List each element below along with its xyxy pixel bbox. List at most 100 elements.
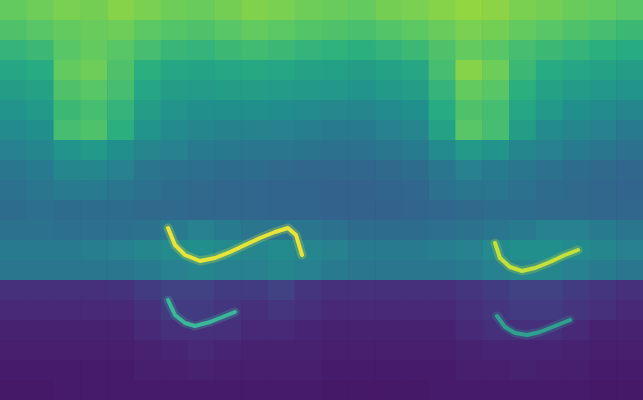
heatmap-cells xyxy=(0,0,643,400)
heatmap-cell xyxy=(563,200,590,221)
heatmap-cell xyxy=(509,120,536,141)
heatmap-cell xyxy=(455,40,482,61)
heatmap-cell xyxy=(0,0,27,21)
heatmap-cell xyxy=(616,100,643,121)
heatmap-cell xyxy=(429,340,456,361)
heatmap-cell xyxy=(268,100,295,121)
heatmap-cell xyxy=(563,380,590,400)
heatmap-cell xyxy=(188,40,215,61)
heatmap-cell xyxy=(0,260,27,281)
heatmap-cell xyxy=(429,40,456,61)
heatmap-cell xyxy=(402,240,429,261)
heatmap-cell xyxy=(295,140,322,161)
heatmap-cell xyxy=(134,260,161,281)
heatmap-cell xyxy=(0,300,27,321)
heatmap-cell xyxy=(322,100,349,121)
heatmap-cell xyxy=(134,180,161,201)
heatmap-cell xyxy=(482,40,509,61)
heatmap-cell xyxy=(134,80,161,101)
heatmap-cell xyxy=(563,0,590,21)
heatmap-cell xyxy=(402,260,429,281)
heatmap-cell xyxy=(241,200,268,221)
heatmap-cell xyxy=(375,100,402,121)
heatmap-cell xyxy=(161,380,188,400)
heatmap-cell xyxy=(455,100,482,121)
heatmap-cell xyxy=(134,60,161,81)
heatmap-cell xyxy=(402,320,429,341)
heatmap-cell xyxy=(0,340,27,361)
heatmap-cell xyxy=(322,0,349,21)
heatmap-cell xyxy=(482,100,509,121)
heatmap-cell xyxy=(107,20,134,41)
heatmap-cell xyxy=(375,380,402,400)
heatmap-cell xyxy=(402,20,429,41)
heatmap-cell xyxy=(80,180,107,201)
heatmap-cell xyxy=(375,260,402,281)
heatmap-cell xyxy=(80,200,107,221)
heatmap-cell xyxy=(536,180,563,201)
heatmap-cell xyxy=(241,80,268,101)
heatmap-cell xyxy=(80,340,107,361)
heatmap-cell xyxy=(0,360,27,381)
heatmap-cell xyxy=(482,220,509,241)
heatmap-cell xyxy=(295,340,322,361)
heatmap-cell xyxy=(563,280,590,301)
heatmap-cell xyxy=(80,160,107,181)
heatmap-cell xyxy=(54,220,81,241)
contour-glow xyxy=(495,243,578,271)
heatmap-cell xyxy=(563,40,590,61)
heatmap-cell xyxy=(54,60,81,81)
heatmap-cell xyxy=(27,180,54,201)
heatmap-cell xyxy=(589,340,616,361)
heatmap-cell xyxy=(241,380,268,400)
heatmap-cell xyxy=(375,240,402,261)
heatmap-cell xyxy=(589,380,616,400)
heatmap-cell xyxy=(563,220,590,241)
heatmap-cell xyxy=(134,120,161,141)
heatmap-cell xyxy=(402,340,429,361)
heatmap-cell xyxy=(589,20,616,41)
heatmap-cell xyxy=(589,260,616,281)
heatmap-cell xyxy=(188,100,215,121)
heatmap-cell xyxy=(214,160,241,181)
heatmap-cell xyxy=(616,20,643,41)
heatmap-cell xyxy=(80,280,107,301)
heatmap-cell xyxy=(455,340,482,361)
heatmap-cell xyxy=(80,220,107,241)
heatmap-cell xyxy=(322,300,349,321)
heatmap-cell xyxy=(402,200,429,221)
plot-area xyxy=(0,0,643,400)
heatmap-cell xyxy=(322,20,349,41)
heatmap-cell xyxy=(54,20,81,41)
heatmap-cell xyxy=(402,360,429,381)
heatmap-cell xyxy=(188,20,215,41)
heatmap-cell xyxy=(54,320,81,341)
heatmap-cell xyxy=(509,360,536,381)
heatmap-cell xyxy=(134,220,161,241)
heatmap-cell xyxy=(214,0,241,21)
heatmap-cell xyxy=(563,120,590,141)
tonal-contours xyxy=(168,228,578,335)
heatmap-cell xyxy=(54,360,81,381)
heatmap-cell xyxy=(27,260,54,281)
heatmap-cell xyxy=(134,340,161,361)
heatmap-cell xyxy=(536,380,563,400)
heatmap-cell xyxy=(509,20,536,41)
heatmap-cell xyxy=(0,380,27,400)
heatmap-cell xyxy=(536,60,563,81)
heatmap-cell xyxy=(268,340,295,361)
heatmap-cell xyxy=(295,200,322,221)
heatmap-cell xyxy=(429,100,456,121)
heatmap-cell xyxy=(268,60,295,81)
heatmap-cell xyxy=(80,140,107,161)
heatmap-cell xyxy=(455,180,482,201)
heatmap-cell xyxy=(0,280,27,301)
heatmap-cell xyxy=(589,300,616,321)
heatmap-cell xyxy=(348,40,375,61)
heatmap-cell xyxy=(0,160,27,181)
heatmap-cell xyxy=(80,120,107,141)
heatmap-cell xyxy=(27,60,54,81)
heatmap-cell xyxy=(589,140,616,161)
heatmap-cell xyxy=(54,120,81,141)
heatmap-cell xyxy=(54,100,81,121)
